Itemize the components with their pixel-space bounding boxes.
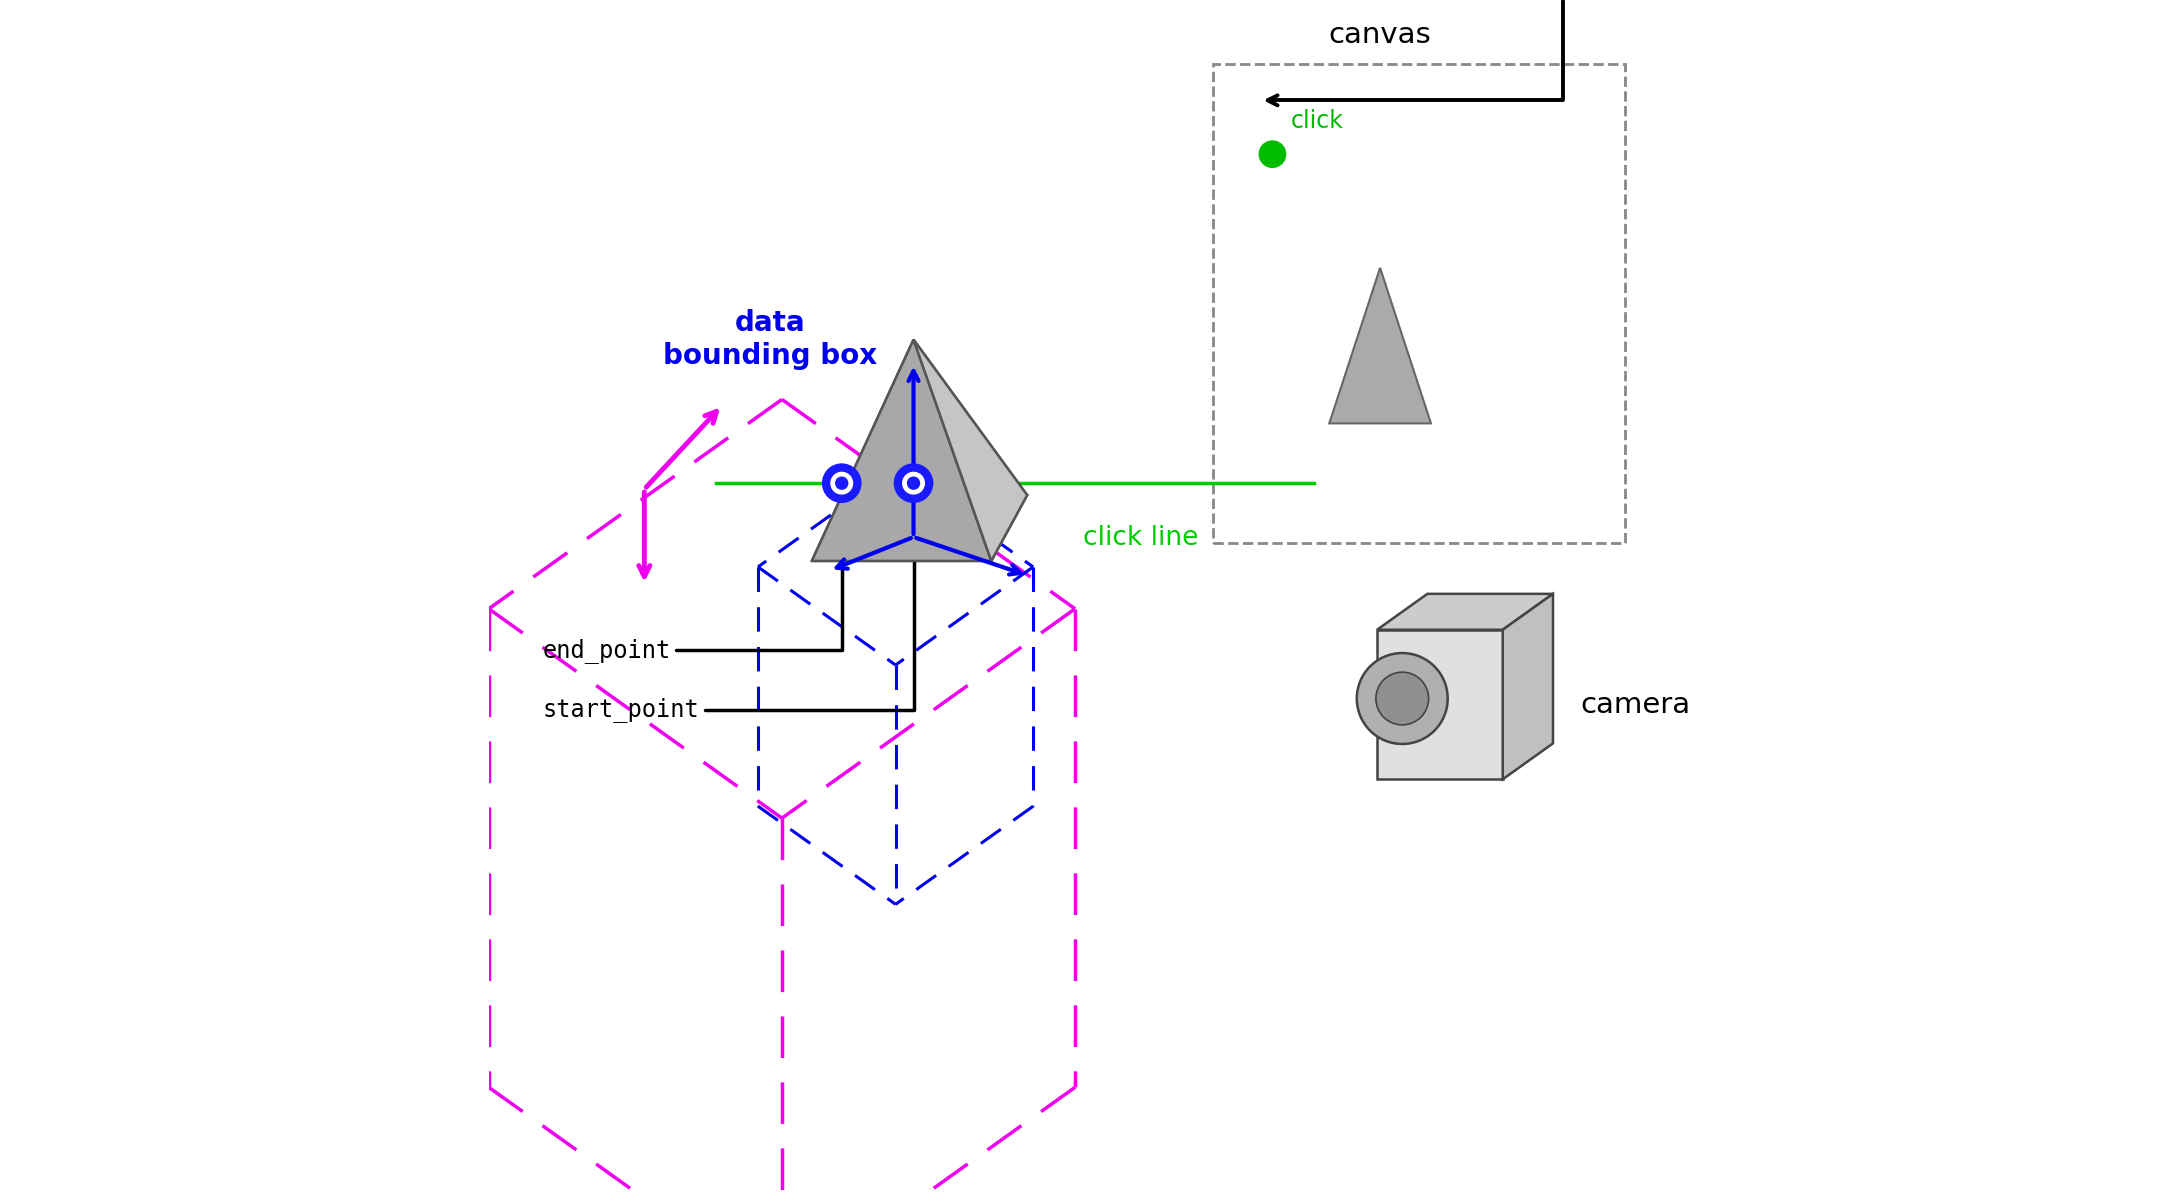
Text: click line: click line (1083, 525, 1198, 551)
Circle shape (907, 477, 920, 489)
Circle shape (1259, 141, 1285, 167)
Polygon shape (913, 340, 1026, 495)
Circle shape (822, 464, 861, 502)
Polygon shape (913, 340, 1026, 561)
Polygon shape (1328, 268, 1430, 424)
Circle shape (830, 472, 852, 494)
Circle shape (902, 472, 924, 494)
Text: data
bounding box: data bounding box (663, 310, 876, 370)
Polygon shape (811, 471, 1026, 561)
Polygon shape (1376, 629, 1502, 779)
FancyBboxPatch shape (1213, 65, 1626, 543)
Polygon shape (811, 340, 930, 561)
Text: start_point: start_point (544, 490, 917, 723)
Polygon shape (1376, 593, 1552, 629)
Polygon shape (1502, 593, 1552, 779)
Text: canvas: canvas (1328, 20, 1430, 48)
Text: click: click (1291, 108, 1344, 132)
Circle shape (894, 464, 933, 502)
Polygon shape (811, 340, 991, 561)
Circle shape (1357, 653, 1448, 743)
Circle shape (1376, 673, 1428, 725)
Text: end_point: end_point (544, 490, 846, 663)
Text: camera: camera (1580, 691, 1689, 718)
Circle shape (835, 477, 848, 489)
